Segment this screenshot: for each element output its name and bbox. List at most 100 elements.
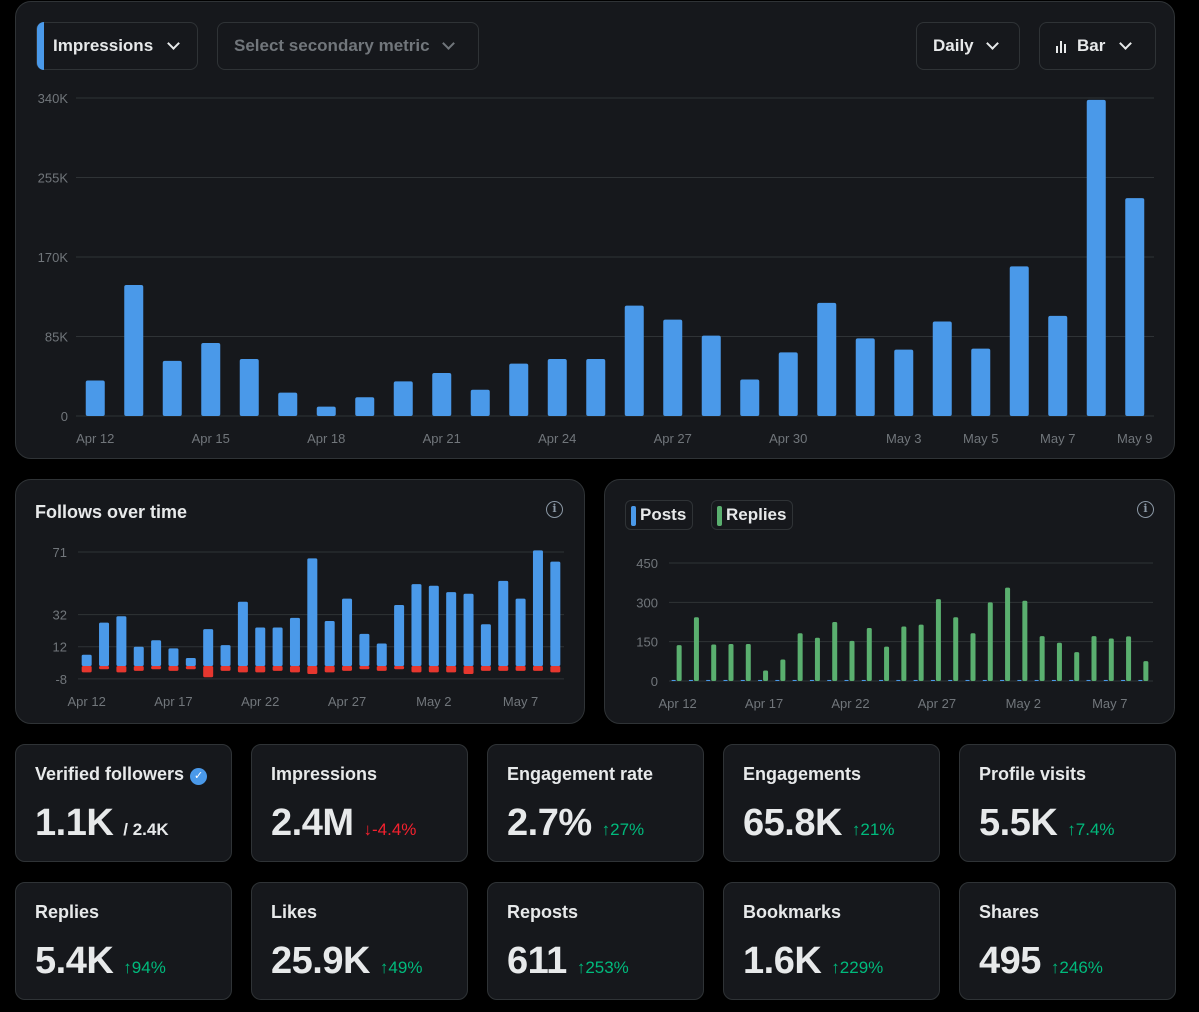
info-icon[interactable]: i bbox=[1137, 501, 1154, 518]
bar bbox=[932, 321, 952, 416]
replies-bar bbox=[1108, 638, 1114, 681]
stat-value: 495 bbox=[979, 940, 1041, 982]
follow-bar bbox=[550, 561, 561, 666]
replies-bar bbox=[1074, 652, 1080, 681]
posts-bar bbox=[792, 679, 797, 681]
stat-value: 2.4M bbox=[271, 802, 354, 844]
unfollow-bar bbox=[324, 666, 335, 673]
y-tick-label: 32 bbox=[53, 608, 67, 623]
primary-metric-dropdown[interactable]: Impressions bbox=[36, 22, 198, 70]
stat-card-replies[interactable]: Replies 5.4K ↑94% bbox=[15, 882, 232, 1000]
chevron-down-icon bbox=[441, 37, 455, 50]
arrow-up-icon: ↑ bbox=[851, 820, 861, 839]
posts-bar bbox=[982, 679, 987, 681]
follow-bar bbox=[151, 640, 162, 666]
unfollow-bar bbox=[203, 666, 214, 678]
posts-bar bbox=[706, 679, 711, 681]
follow-bar bbox=[272, 627, 283, 666]
stat-card-likes[interactable]: Likes 25.9K ↑49% bbox=[251, 882, 468, 1000]
bar bbox=[855, 338, 875, 416]
bar bbox=[1048, 315, 1068, 416]
posts-bar bbox=[844, 679, 849, 681]
chevron-down-icon bbox=[1119, 37, 1133, 50]
posts-bar bbox=[688, 679, 693, 681]
unfollow-bar bbox=[515, 666, 526, 671]
x-tick-label: Apr 27 bbox=[654, 431, 692, 446]
x-tick-label: Apr 18 bbox=[307, 431, 345, 446]
arrow-up-icon: ↑ bbox=[123, 958, 132, 977]
bar bbox=[470, 389, 490, 416]
stat-label: Likes bbox=[271, 902, 318, 922]
y-tick-label: 85K bbox=[45, 330, 68, 345]
follow-bar bbox=[133, 646, 144, 666]
replies-bar bbox=[1126, 636, 1132, 681]
stat-card-bookmarks[interactable]: Bookmarks 1.6K ↑229% bbox=[723, 882, 940, 1000]
follows-bar-chart: -8 12 32 71 Apr 12 Apr 17 Apr 22 Apr 27 May 2 May… bbox=[53, 545, 564, 709]
chart-type-dropdown[interactable]: Bar bbox=[1039, 22, 1156, 70]
x-tick-label: Apr 27 bbox=[918, 696, 956, 711]
follow-bar bbox=[99, 622, 110, 666]
posts-bar bbox=[671, 679, 676, 681]
stat-card-impressions[interactable]: Impressions 2.4M ↓-4.4% bbox=[251, 744, 468, 862]
arrow-up-icon: ↑ bbox=[379, 958, 389, 977]
stat-card-shares[interactable]: Shares 495 ↑246% bbox=[959, 882, 1176, 1000]
follows-card-title: Follows over time bbox=[35, 502, 188, 522]
follow-bar bbox=[411, 584, 422, 666]
bar bbox=[316, 406, 336, 416]
posts-bar bbox=[1121, 679, 1126, 681]
bar bbox=[663, 319, 683, 416]
replies-bar bbox=[814, 637, 820, 681]
stat-label: Profile visits bbox=[979, 764, 1087, 784]
stat-card-profile-visits[interactable]: Profile visits 5.5K ↑7.4% bbox=[959, 744, 1176, 862]
stat-value: 611 bbox=[507, 940, 567, 982]
x-tick-label: Apr 27 bbox=[328, 694, 366, 709]
posts-bar bbox=[965, 679, 970, 681]
info-icon[interactable]: i bbox=[546, 501, 563, 518]
legend-replies[interactable]: Replies bbox=[711, 500, 794, 530]
follows-chart-card: Follows over time i -8 12 32 71 Apr 12 Apr 17… bbox=[15, 479, 585, 724]
stat-value: 1.1K bbox=[35, 802, 114, 844]
interval-dropdown[interactable]: Daily bbox=[916, 22, 1020, 70]
x-tick-label: Apr 12 bbox=[76, 431, 114, 446]
follow-bar bbox=[168, 648, 179, 666]
posts-bar bbox=[809, 679, 814, 681]
x-tick-label: Apr 17 bbox=[154, 694, 192, 709]
legend-posts[interactable]: Posts bbox=[625, 500, 694, 530]
stat-value: 5.5K bbox=[979, 802, 1058, 844]
unfollow-bar bbox=[463, 666, 474, 675]
stat-card-reposts[interactable]: Reposts 611 ↑253% bbox=[487, 882, 704, 1000]
posts-bar bbox=[1103, 679, 1108, 681]
y-tick-label: 0 bbox=[61, 409, 68, 424]
replies-bar bbox=[797, 633, 803, 681]
stat-card-engagement-rate[interactable]: Engagement rate 2.7% ↑27% bbox=[487, 744, 704, 862]
x-tick-label: May 9 bbox=[1117, 431, 1152, 446]
chart-type-label: Bar bbox=[1077, 36, 1106, 55]
replies-bar bbox=[1091, 636, 1097, 681]
follow-bar bbox=[359, 633, 370, 666]
stat-card-verified-followers[interactable]: Verified followers ✓ 1.1K / 2.4K bbox=[15, 744, 232, 862]
x-tick-label: May 7 bbox=[1040, 431, 1075, 446]
follow-bar bbox=[376, 643, 387, 666]
y-tick-label: 300 bbox=[636, 595, 658, 610]
posts-replies-chart-card: Posts Replies i 0 150 300 450 Apr 12 Apr 17 Ap… bbox=[604, 479, 1175, 724]
follow-bar bbox=[324, 621, 335, 666]
bar bbox=[740, 379, 760, 416]
x-tick-label: Apr 12 bbox=[658, 696, 696, 711]
x-tick-label: Apr 15 bbox=[192, 431, 230, 446]
secondary-metric-label: Select secondary metric bbox=[234, 36, 430, 55]
posts-bar bbox=[723, 679, 728, 681]
verified-badge-icon: ✓ bbox=[190, 768, 208, 785]
x-tick-label: Apr 22 bbox=[831, 696, 869, 711]
secondary-metric-dropdown[interactable]: Select secondary metric bbox=[217, 22, 479, 70]
stat-value: 5.4K bbox=[35, 940, 114, 982]
arrow-up-icon: ↑ bbox=[1067, 820, 1076, 839]
stat-value: 1.6K bbox=[743, 940, 822, 982]
x-tick-label: Apr 17 bbox=[745, 696, 783, 711]
unfollow-bar bbox=[289, 666, 300, 673]
follow-bar bbox=[289, 617, 300, 666]
y-tick-label: -8 bbox=[55, 672, 67, 687]
follow-bar bbox=[116, 616, 127, 666]
unfollow-bar bbox=[99, 666, 110, 670]
posts-bar bbox=[913, 679, 918, 681]
stat-card-engagements[interactable]: Engagements 65.8K ↑21% bbox=[723, 744, 940, 862]
